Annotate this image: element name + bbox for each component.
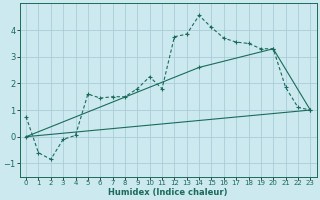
X-axis label: Humidex (Indice chaleur): Humidex (Indice chaleur) xyxy=(108,188,228,197)
